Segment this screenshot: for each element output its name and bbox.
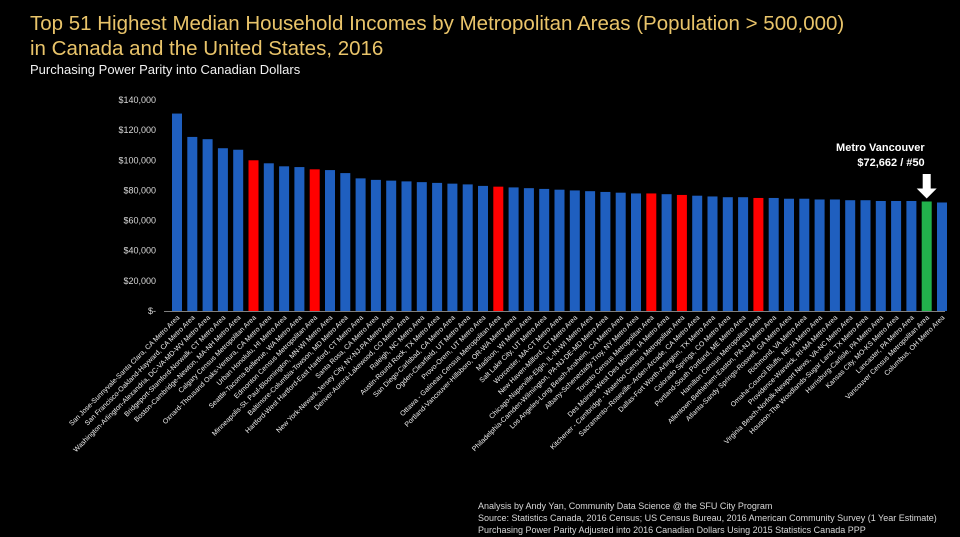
bar [493, 186, 504, 311]
bar [325, 170, 335, 311]
chart-title: Top 51 Highest Median Household Incomes … [30, 12, 845, 35]
bar [753, 197, 764, 311]
x-tick-label: Boston-Cambridge-Newton, MA-NH Metro Are… [133, 314, 242, 423]
bar [462, 184, 473, 311]
bar [829, 199, 840, 311]
bar [523, 188, 534, 311]
bar [370, 179, 381, 311]
y-tick-label: $80,000 [123, 185, 156, 195]
footer-source: Source: Statistics Canada, 2016 Census; … [478, 513, 937, 523]
bar [233, 149, 244, 311]
bar [860, 200, 871, 311]
bar [875, 200, 886, 311]
y-tick-label: $- [148, 306, 156, 316]
bar [600, 191, 611, 311]
bar [539, 188, 550, 311]
bar [401, 181, 412, 311]
bar [722, 197, 733, 311]
y-tick-label: $120,000 [118, 125, 156, 135]
bar [508, 187, 519, 311]
bar [217, 148, 228, 311]
y-tick-label: $100,000 [118, 155, 156, 165]
bar [814, 199, 825, 311]
bar [279, 166, 290, 311]
bar [676, 194, 687, 311]
footer-credit: Analysis by Andy Yan, Community Data Sci… [478, 501, 773, 511]
bar [172, 113, 182, 311]
chart-subtitle: Purchasing Power Parity into Canadian Do… [30, 62, 301, 77]
bar [585, 191, 596, 311]
footer-note: Purchasing Power Parity Adjusted into 20… [478, 525, 866, 535]
bar [386, 180, 397, 311]
y-tick-label: $60,000 [123, 216, 156, 226]
annotation-value: $72,662 / #50 [857, 157, 924, 169]
chart-title-line-2: in Canada and the United States, 2016 [30, 37, 384, 60]
bar [799, 198, 810, 311]
bar [784, 198, 794, 311]
bar [891, 200, 902, 311]
bar [340, 173, 351, 311]
bar [646, 193, 657, 311]
bar [432, 182, 443, 311]
bar [294, 167, 305, 311]
bar [478, 185, 488, 311]
down-arrow-icon [916, 174, 937, 199]
bar [738, 197, 749, 311]
bar [921, 201, 932, 311]
y-tick-label: $20,000 [123, 276, 156, 286]
bar [692, 195, 703, 311]
bar [845, 200, 856, 311]
bar [187, 136, 198, 311]
bar [615, 192, 626, 311]
bar [631, 193, 641, 311]
bar [447, 183, 458, 311]
y-tick-label: $140,000 [118, 95, 156, 105]
bar [707, 196, 718, 311]
bar [569, 190, 580, 311]
y-tick-label: $40,000 [123, 246, 156, 256]
bar [937, 202, 947, 311]
bar [554, 189, 565, 311]
bar [416, 182, 427, 311]
bar [248, 160, 259, 311]
bar [768, 197, 779, 311]
bar [906, 200, 917, 311]
bar [202, 139, 213, 311]
bar [355, 178, 366, 311]
bar [263, 163, 274, 311]
bar [661, 194, 672, 311]
bar [309, 169, 320, 311]
annotation-title: Metro Vancouver [836, 142, 925, 154]
